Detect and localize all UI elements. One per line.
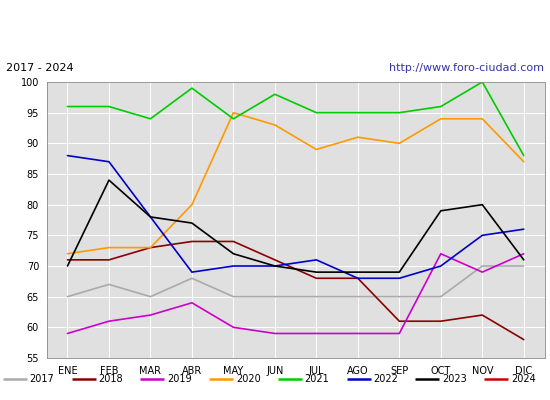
Text: 2019: 2019	[167, 374, 192, 384]
Text: Evolucion del paro registrado en Pozuelo del Rey: Evolucion del paro registrado en Pozuelo…	[96, 20, 454, 34]
Text: http://www.foro-ciudad.com: http://www.foro-ciudad.com	[389, 63, 544, 73]
Text: 2021: 2021	[305, 374, 329, 384]
Text: 2022: 2022	[373, 374, 398, 384]
Text: 2023: 2023	[442, 374, 467, 384]
Text: 2018: 2018	[98, 374, 123, 384]
Text: 2017: 2017	[30, 374, 54, 384]
Text: 2017 - 2024: 2017 - 2024	[6, 63, 73, 73]
Text: 2020: 2020	[236, 374, 261, 384]
Text: 2024: 2024	[511, 374, 536, 384]
